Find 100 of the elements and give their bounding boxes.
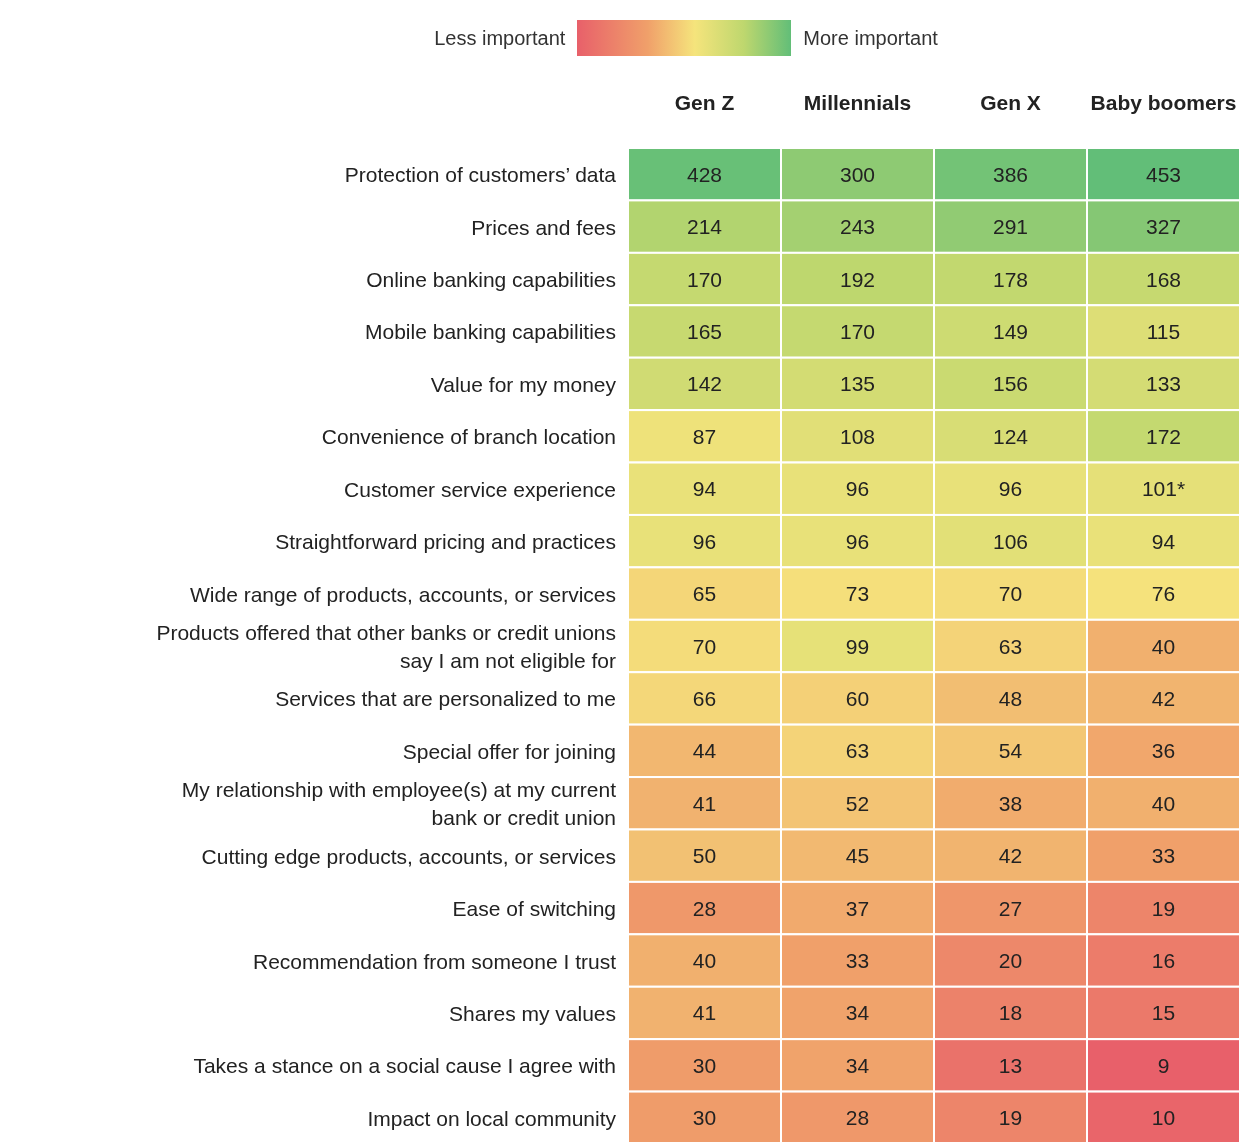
- data-label: 66: [692, 686, 717, 710]
- data-label: 168: [1145, 267, 1182, 291]
- data-label: 170: [686, 267, 723, 291]
- data-label: 28: [692, 896, 717, 920]
- y-tick-label: Wide range of products, accounts, or services: [189, 582, 616, 606]
- x-tick-label: Baby boomers: [1090, 91, 1237, 114]
- y-tick-label: Special offer for joining: [402, 739, 616, 763]
- y-tick-label: Convenience of branch location: [321, 424, 616, 448]
- data-label: 96: [845, 477, 870, 501]
- data-label: 94: [692, 477, 717, 501]
- data-label: 99: [845, 634, 870, 658]
- data-label: 38: [998, 791, 1023, 815]
- data-label: 291: [992, 215, 1029, 239]
- data-label: 63: [998, 634, 1023, 658]
- data-label: 214: [686, 215, 723, 239]
- data-label: 453: [1145, 162, 1182, 186]
- data-label: 30: [692, 1106, 717, 1130]
- data-label: 40: [1151, 634, 1176, 658]
- y-tick-label: Straightforward pricing and practices: [275, 529, 616, 553]
- data-label: 65: [692, 582, 717, 606]
- data-label: 96: [845, 529, 870, 553]
- data-label: 41: [692, 1001, 717, 1025]
- data-label: 28: [845, 1106, 870, 1130]
- y-tick-label: Mobile banking capabilities: [365, 319, 616, 343]
- data-label: 37: [845, 896, 870, 920]
- data-label: 149: [992, 319, 1029, 343]
- data-label: 13: [998, 1053, 1023, 1077]
- data-label: 386: [992, 162, 1029, 186]
- y-tick-label: Protection of customers’ data: [344, 162, 617, 186]
- data-label: 44: [692, 739, 717, 763]
- data-label: 42: [1151, 686, 1176, 710]
- data-label: 428: [686, 162, 723, 186]
- data-label: 45: [845, 844, 870, 868]
- y-tick-label: Products offered that other banks or credit unions say I am not eligible for: [156, 620, 617, 672]
- data-label: 96: [998, 477, 1023, 501]
- data-label: 170: [839, 319, 876, 343]
- data-label: 40: [1151, 791, 1176, 815]
- data-label: 115: [1146, 319, 1181, 343]
- data-label: 15: [1151, 1001, 1176, 1025]
- data-label: 165: [686, 319, 723, 343]
- data-label: 70: [998, 582, 1023, 606]
- y-tick-label: My relationship with employee(s) at my current bank or credit union: [181, 777, 617, 829]
- data-label: 20: [998, 949, 1023, 973]
- data-label: 36: [1151, 739, 1176, 763]
- data-label: 48: [998, 686, 1023, 710]
- y-tick-label: Shares my values: [449, 1001, 616, 1025]
- y-tick-label: Value for my money: [430, 372, 617, 396]
- data-label: 34: [845, 1001, 870, 1025]
- x-tick-label: Gen X: [980, 91, 1041, 114]
- data-label: 70: [692, 634, 717, 658]
- x-tick-label: Millennials: [803, 91, 912, 114]
- data-label: 41: [692, 791, 717, 815]
- data-label: 178: [992, 267, 1029, 291]
- y-tick-label: Customer service experience: [344, 477, 616, 501]
- data-label: 33: [845, 949, 870, 973]
- data-label: 50: [692, 844, 717, 868]
- data-label: 87: [692, 424, 717, 448]
- data-label: 16: [1151, 949, 1176, 973]
- data-label: 101*: [1141, 477, 1186, 501]
- y-tick-label: Cutting edge products, accounts, or services: [201, 844, 616, 868]
- data-label: 30: [692, 1053, 717, 1077]
- y-tick-label: Prices and fees: [471, 215, 616, 239]
- data-label: 60: [845, 686, 870, 710]
- x-tick-label: Gen Z: [674, 91, 735, 114]
- data-label: 76: [1151, 582, 1176, 606]
- data-label: 19: [998, 1106, 1023, 1130]
- data-label: 124: [992, 424, 1029, 448]
- data-label: 19: [1151, 896, 1176, 920]
- y-tick-label: Online banking capabilities: [366, 267, 616, 291]
- data-label: 63: [845, 739, 870, 763]
- data-label: 300: [839, 162, 876, 186]
- data-label: 243: [839, 215, 876, 239]
- data-label: 96: [692, 529, 717, 553]
- data-label: 135: [839, 372, 876, 396]
- data-label: 18: [998, 1001, 1023, 1025]
- data-label: 40: [692, 949, 717, 973]
- data-label: 54: [998, 739, 1023, 763]
- data-label: 52: [845, 791, 870, 815]
- data-label: 108: [839, 424, 876, 448]
- text: Less important: [434, 26, 566, 50]
- y-tick-label: Recommendation from someone I trust: [253, 949, 617, 973]
- data-label: 94: [1151, 529, 1176, 553]
- y-tick-label: Services that are personalized to me: [275, 686, 616, 710]
- data-label: 33: [1151, 844, 1176, 868]
- data-label: 133: [1145, 372, 1182, 396]
- data-label: 106: [992, 529, 1029, 553]
- data-label: 156: [992, 372, 1029, 396]
- data-label: 172: [1145, 424, 1182, 448]
- data-label: 10: [1151, 1106, 1176, 1130]
- data-label: 192: [839, 267, 876, 291]
- data-label: 73: [845, 582, 870, 606]
- data-label: 34: [845, 1053, 870, 1077]
- data-label: 142: [686, 372, 723, 396]
- y-tick-label: Takes a stance on a social cause I agree with: [193, 1053, 616, 1077]
- data-label: 327: [1145, 215, 1182, 239]
- y-tick-label: Ease of switching: [452, 896, 616, 920]
- data-label: 9: [1157, 1053, 1170, 1077]
- data-label: 27: [998, 896, 1023, 920]
- y-tick-label: Impact on local community: [367, 1106, 617, 1130]
- text: More important: [803, 26, 938, 50]
